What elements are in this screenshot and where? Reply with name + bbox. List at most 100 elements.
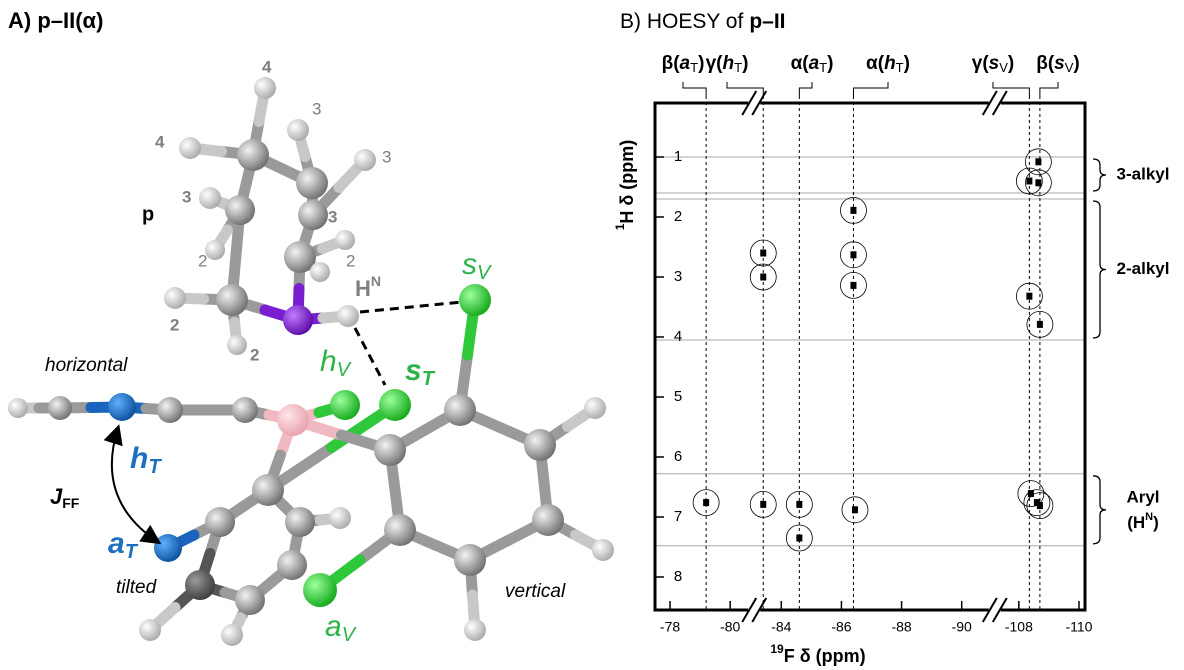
- y-tick-label: 1: [674, 148, 682, 165]
- atom-label: 3: [182, 187, 191, 206]
- chart-title: B) HOESY of p–II: [620, 10, 786, 33]
- label-sub: T: [422, 368, 436, 390]
- peak: [1026, 292, 1033, 300]
- label-close: ): [742, 53, 748, 74]
- reference-label: γ(sV): [972, 53, 1014, 75]
- title-main: B) HOESY of: [620, 10, 743, 33]
- peak: [1036, 320, 1043, 328]
- reference-label: α(aT): [791, 53, 834, 75]
- axis-break: [751, 90, 768, 116]
- label-close: ): [1008, 53, 1014, 74]
- reference-label: β(sV): [1036, 53, 1080, 75]
- label-sub: V: [477, 262, 492, 284]
- x-tick-label: -80: [720, 619, 740, 635]
- label-italic: s: [989, 53, 1000, 74]
- label-sub: T: [819, 60, 827, 75]
- molecule-labels: 4 4 3 3 3 3 2 2 2 2 p HN sV hV sT hT aT …: [45, 57, 566, 646]
- ring-descriptor: horizontal: [45, 355, 128, 376]
- x-tick-label: -78: [660, 619, 680, 635]
- label-open: α(: [791, 53, 810, 74]
- label-open: γ(: [706, 53, 724, 74]
- atom-label: 3: [382, 147, 391, 166]
- contact-line: [359, 300, 463, 314]
- atom: [157, 397, 183, 423]
- label-main: s: [405, 354, 422, 387]
- atom: [237, 139, 269, 171]
- coupling-label: JFF: [50, 484, 80, 511]
- label-main: h: [320, 345, 337, 378]
- label-sub: T: [734, 60, 742, 75]
- atom: [284, 241, 316, 273]
- label-main: h: [130, 442, 148, 475]
- reference-connector: [1039, 82, 1059, 96]
- y-tick-label: 6: [674, 448, 682, 465]
- peak: [1033, 499, 1040, 507]
- y-tick-label: 7: [674, 508, 682, 525]
- atom: [337, 305, 359, 327]
- peak-ring: [1024, 169, 1052, 197]
- x-axis-label: 19F δ (ppm): [770, 642, 865, 666]
- reference-connector: [852, 82, 889, 96]
- atom-label: 4: [155, 132, 165, 151]
- atom: [108, 393, 136, 421]
- peak-ring: [749, 263, 777, 291]
- peak-ring: [1024, 148, 1052, 176]
- y-tick-label: 4: [674, 328, 682, 345]
- peak: [1035, 158, 1042, 166]
- peak: [851, 506, 858, 514]
- atom: [225, 195, 255, 225]
- y-tick-label: 5: [674, 388, 682, 405]
- label-sub: T: [896, 60, 904, 75]
- peak-ring: [749, 239, 777, 267]
- x-tick-label: -88: [891, 619, 911, 635]
- fluorine-label: sT: [405, 354, 436, 390]
- reference-connector: [992, 82, 1030, 96]
- atom: [354, 149, 376, 171]
- peak: [703, 499, 710, 507]
- atom-label: 2: [170, 315, 179, 334]
- peak: [1035, 179, 1042, 187]
- peak-ring: [840, 271, 867, 299]
- atom: [154, 534, 182, 562]
- reference-connector: [726, 82, 764, 96]
- axis-break: [741, 597, 758, 623]
- atom: [330, 390, 360, 420]
- atom: [298, 200, 328, 230]
- label-sub: V: [337, 359, 352, 381]
- atom-label: 3: [312, 99, 321, 118]
- peak-ring: [692, 489, 720, 517]
- x-tick-label: -90: [952, 619, 972, 635]
- peak: [796, 500, 803, 508]
- atom: [592, 539, 614, 561]
- atom: [384, 514, 416, 546]
- axis-break: [741, 90, 758, 116]
- peak-ring: [785, 524, 813, 552]
- atom: [179, 137, 201, 159]
- label-main: (H: [1127, 513, 1145, 532]
- region-label: Aryl: [1126, 487, 1159, 506]
- reference-connector: [682, 82, 707, 96]
- axis-break: [991, 90, 1008, 116]
- atom: [139, 619, 161, 641]
- atom: [287, 119, 309, 141]
- peak: [760, 249, 767, 257]
- fluorine-label: hV: [320, 345, 352, 381]
- atom: [454, 544, 486, 576]
- label-close: ): [904, 53, 910, 74]
- reference-connector: [798, 82, 813, 96]
- y-axis-label: 1H δ (ppm): [613, 140, 637, 231]
- peak: [850, 206, 857, 214]
- atom: [48, 396, 72, 420]
- axis-break-gap: [748, 607, 761, 613]
- hn-label: HN: [355, 273, 381, 301]
- axis-break: [991, 597, 1008, 623]
- label-main: J: [50, 484, 63, 509]
- label-main: a: [108, 527, 125, 560]
- atom: [185, 570, 215, 600]
- label-open: β(: [1036, 53, 1055, 74]
- label-sub: V: [1065, 60, 1074, 75]
- atom: [199, 187, 221, 209]
- peak-ring: [841, 496, 869, 524]
- label-italic: a: [680, 53, 691, 74]
- peak: [1026, 177, 1033, 185]
